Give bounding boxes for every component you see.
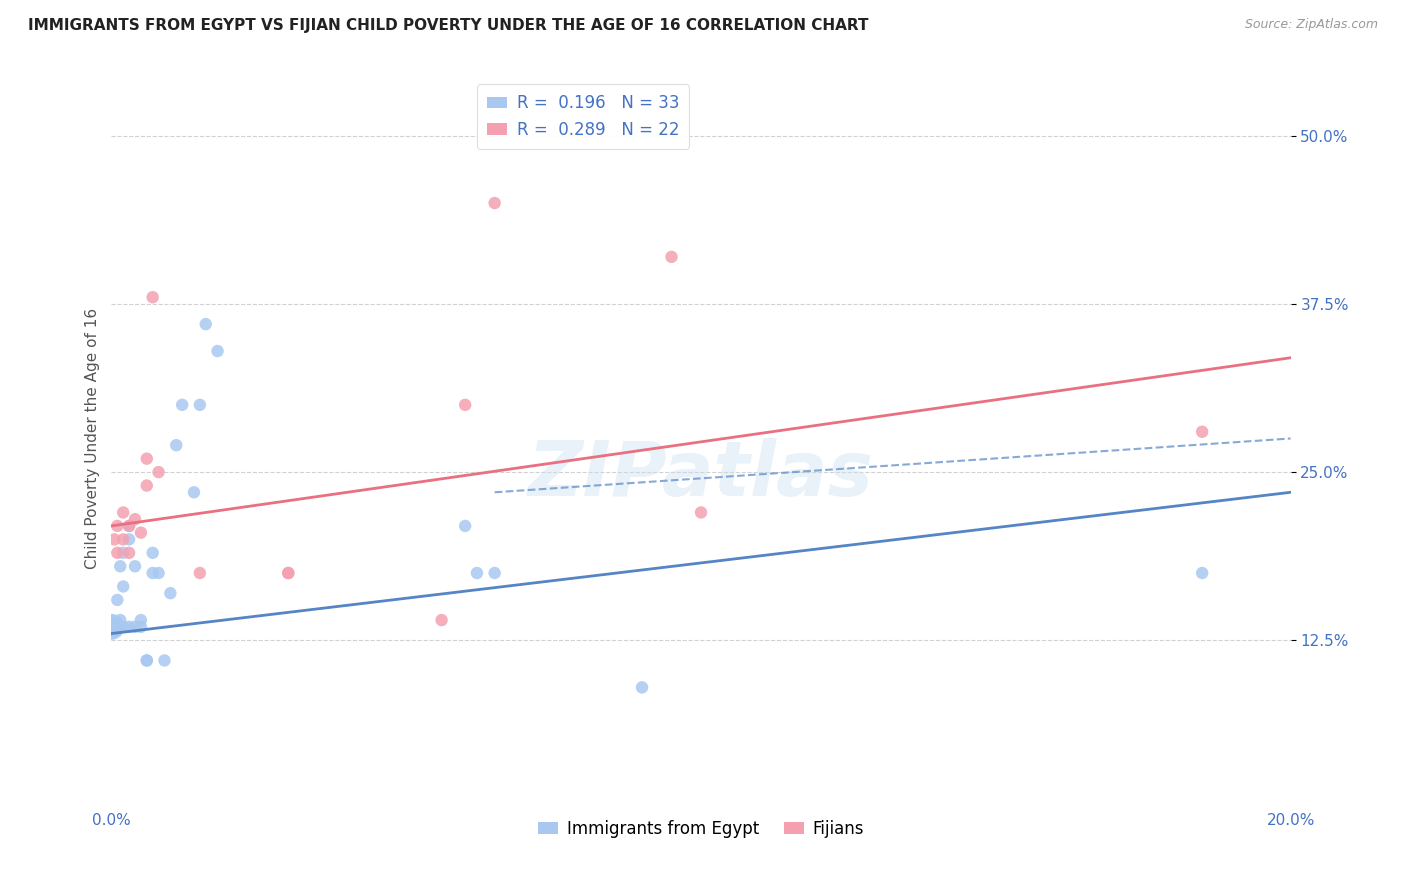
Point <box>188 398 211 412</box>
Legend: Immigrants from Egypt, Fijians: Immigrants from Egypt, Fijians <box>531 814 870 845</box>
Point <box>105 593 128 607</box>
Point <box>484 566 506 580</box>
Point <box>118 533 141 547</box>
Point <box>110 613 132 627</box>
Point <box>135 478 157 492</box>
Point <box>142 290 165 304</box>
Point <box>118 519 141 533</box>
Point <box>100 620 122 634</box>
Point <box>484 196 506 211</box>
Point <box>112 620 135 634</box>
Point <box>124 512 146 526</box>
Point <box>430 613 453 627</box>
Point <box>194 317 217 331</box>
Point <box>142 546 165 560</box>
Point <box>188 566 211 580</box>
Y-axis label: Child Poverty Under the Age of 16: Child Poverty Under the Age of 16 <box>86 308 100 569</box>
Point <box>124 559 146 574</box>
Point <box>153 653 176 667</box>
Point <box>277 566 299 580</box>
Point <box>465 566 488 580</box>
Point <box>112 533 135 547</box>
Point <box>103 620 125 634</box>
Point <box>129 620 152 634</box>
Point <box>1191 566 1213 580</box>
Text: Source: ZipAtlas.com: Source: ZipAtlas.com <box>1244 18 1378 31</box>
Point <box>1191 425 1213 439</box>
Text: ZIPatlas: ZIPatlas <box>529 439 875 513</box>
Point <box>105 546 128 560</box>
Point <box>661 250 683 264</box>
Point <box>118 519 141 533</box>
Text: IMMIGRANTS FROM EGYPT VS FIJIAN CHILD POVERTY UNDER THE AGE OF 16 CORRELATION CH: IMMIGRANTS FROM EGYPT VS FIJIAN CHILD PO… <box>28 18 869 33</box>
Point <box>148 465 170 479</box>
Point <box>135 451 157 466</box>
Point <box>277 566 299 580</box>
Point <box>172 398 194 412</box>
Point <box>135 653 157 667</box>
Point <box>118 620 141 634</box>
Point <box>159 586 181 600</box>
Point <box>454 398 477 412</box>
Point <box>690 506 713 520</box>
Point <box>129 525 152 540</box>
Point <box>207 344 229 359</box>
Point <box>112 579 135 593</box>
Point <box>135 653 157 667</box>
Point <box>105 620 128 634</box>
Point <box>112 506 135 520</box>
Point <box>631 681 654 695</box>
Point <box>454 519 477 533</box>
Point <box>142 566 165 580</box>
Point <box>118 546 141 560</box>
Point <box>105 519 128 533</box>
Point <box>103 533 125 547</box>
Point <box>165 438 187 452</box>
Point <box>110 559 132 574</box>
Point <box>148 566 170 580</box>
Point <box>129 613 152 627</box>
Point <box>112 546 135 560</box>
Point <box>124 620 146 634</box>
Point <box>183 485 205 500</box>
